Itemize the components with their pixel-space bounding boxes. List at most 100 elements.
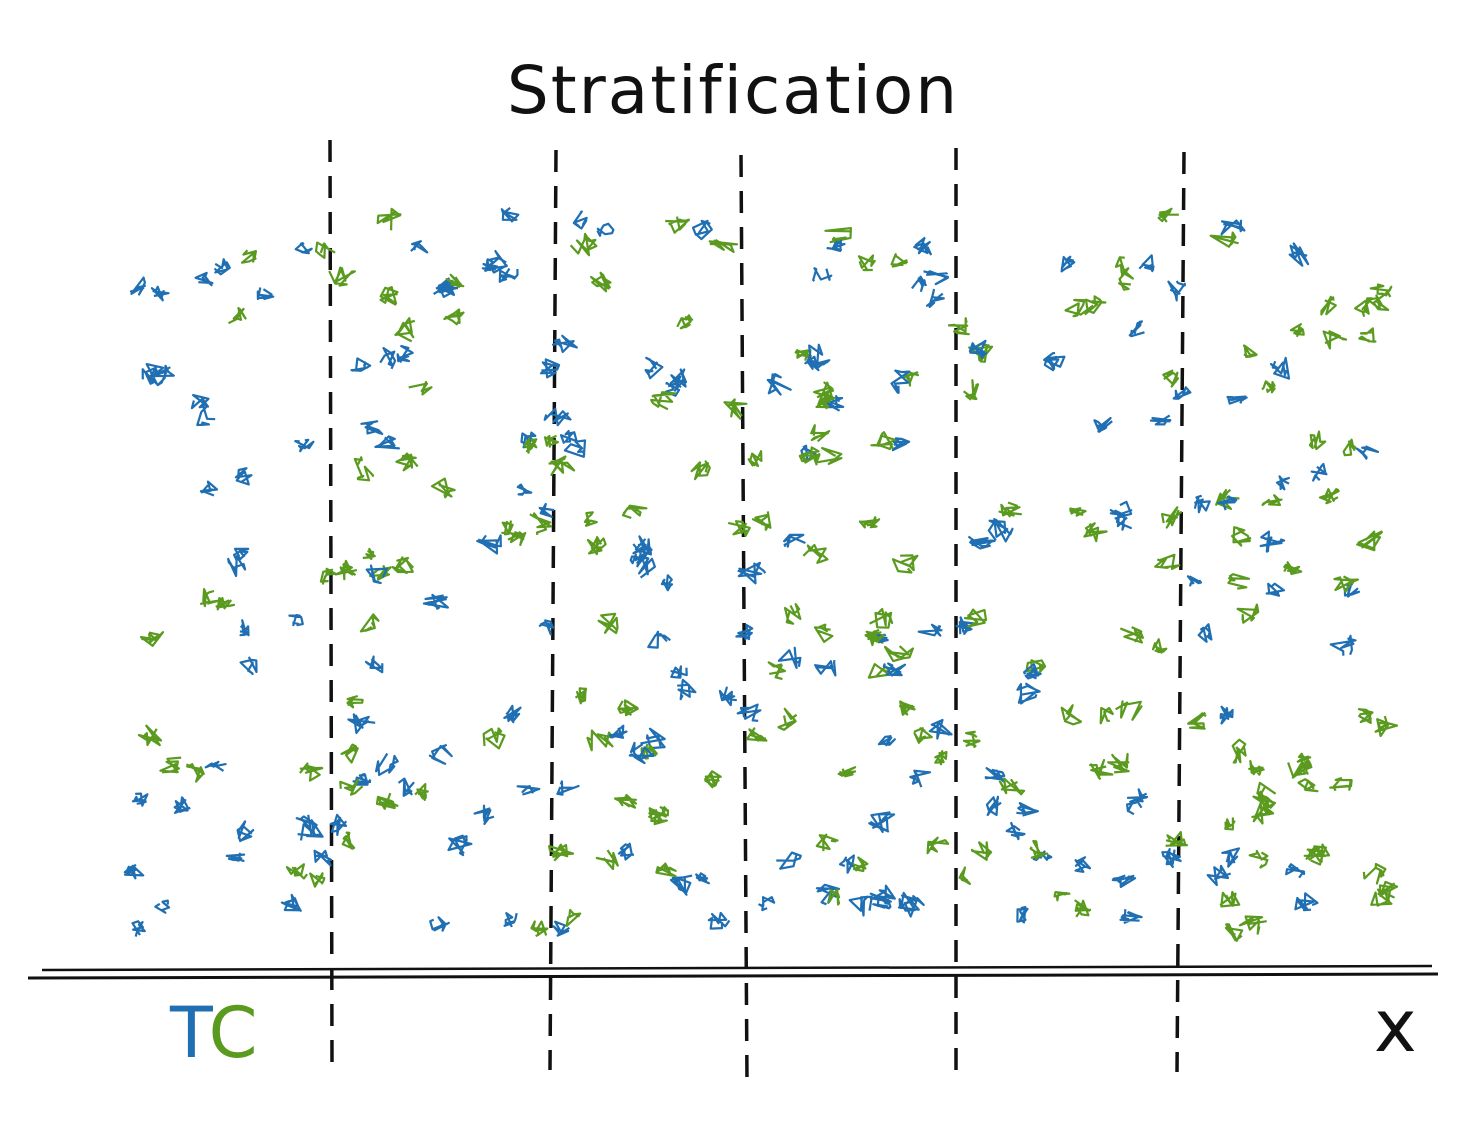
treated-point	[640, 727, 666, 750]
treated-point	[669, 874, 693, 896]
treated-point	[877, 734, 896, 747]
treated-point	[917, 623, 943, 637]
treated-point	[1149, 414, 1172, 426]
treated-point	[190, 394, 210, 410]
control-point	[1069, 507, 1087, 517]
treated-point	[213, 258, 231, 276]
control-point	[1099, 706, 1114, 725]
control-point	[617, 699, 639, 717]
control-point	[1248, 760, 1265, 776]
treated-point	[225, 852, 246, 862]
treated-point	[928, 718, 953, 740]
treated-point	[677, 678, 697, 701]
treated-point	[629, 552, 647, 568]
control-point	[869, 607, 894, 629]
control-point	[857, 254, 876, 272]
treated-point	[1016, 906, 1029, 924]
treated-point	[644, 356, 664, 380]
control-point	[1296, 752, 1312, 770]
treated-point	[329, 813, 348, 836]
treated-point	[1093, 416, 1113, 433]
diagram-title: Stratification	[506, 52, 960, 129]
treated-point	[869, 884, 896, 905]
control-point	[783, 603, 802, 625]
treated-point	[1005, 821, 1026, 841]
control-point	[827, 888, 841, 906]
treated-point	[1060, 255, 1076, 273]
treated-point	[563, 439, 587, 458]
treated-point	[194, 271, 214, 287]
treated-point	[503, 912, 518, 928]
control-point	[1060, 704, 1082, 726]
control-point	[1115, 700, 1143, 721]
control-point	[1320, 295, 1337, 316]
control-point	[747, 450, 763, 468]
treated-point	[1119, 909, 1143, 924]
control-point	[1162, 369, 1179, 388]
treated-point	[350, 357, 372, 372]
control-point	[1303, 843, 1331, 863]
treated-point	[1217, 495, 1238, 511]
treated-point	[552, 920, 571, 937]
treated-point	[1114, 513, 1132, 531]
treated-point	[1109, 500, 1133, 518]
control-point	[824, 227, 852, 244]
treated-point	[737, 561, 767, 585]
control-point	[655, 862, 677, 878]
treated-point	[551, 334, 578, 354]
treated-point	[131, 920, 146, 937]
treated-point	[294, 242, 313, 255]
treated-point	[129, 276, 146, 296]
control-point	[565, 908, 582, 927]
treated-point	[617, 842, 635, 861]
treated-point	[823, 395, 845, 412]
treated-point	[985, 795, 1002, 817]
control-point	[391, 556, 415, 575]
control-point	[1297, 778, 1319, 793]
x-axis-line	[27, 972, 1439, 980]
treated-point	[297, 819, 324, 841]
control-point	[1238, 915, 1267, 935]
treated-point	[123, 864, 145, 880]
treated-point	[955, 616, 975, 635]
control-point	[891, 554, 919, 574]
control-point	[998, 777, 1026, 796]
control-point	[1322, 330, 1348, 350]
treated-point	[204, 760, 227, 772]
treated-point	[984, 767, 1006, 783]
control-point	[962, 730, 981, 748]
control-point	[1333, 575, 1359, 593]
control-point	[1261, 494, 1283, 506]
treated-point	[352, 773, 372, 786]
stratum-boundary-1	[328, 139, 334, 1066]
treated-point	[664, 375, 685, 397]
control-point	[394, 317, 416, 343]
control-point	[285, 863, 308, 880]
treated-point	[776, 851, 802, 870]
treated-point	[154, 899, 171, 914]
treated-point	[1219, 705, 1234, 725]
control-point	[1236, 603, 1260, 624]
control-point	[346, 694, 364, 709]
control-point	[1224, 923, 1244, 942]
control-point	[583, 511, 598, 527]
control-point	[650, 391, 677, 411]
control-point	[379, 286, 399, 306]
treated-point	[280, 893, 302, 912]
control-point	[1242, 344, 1258, 359]
treated-point	[543, 407, 572, 427]
control-point	[958, 866, 971, 885]
control-point	[574, 687, 588, 705]
treated-point	[707, 911, 731, 930]
treated-point	[872, 894, 895, 910]
control-point	[1308, 430, 1327, 451]
control-point	[676, 314, 694, 330]
control-point	[1120, 626, 1144, 644]
treated-point	[1265, 582, 1285, 597]
control-point	[1256, 781, 1277, 802]
control-point	[777, 707, 798, 731]
treated-point	[804, 355, 820, 372]
control-point	[507, 531, 527, 546]
treated-point	[559, 430, 578, 444]
